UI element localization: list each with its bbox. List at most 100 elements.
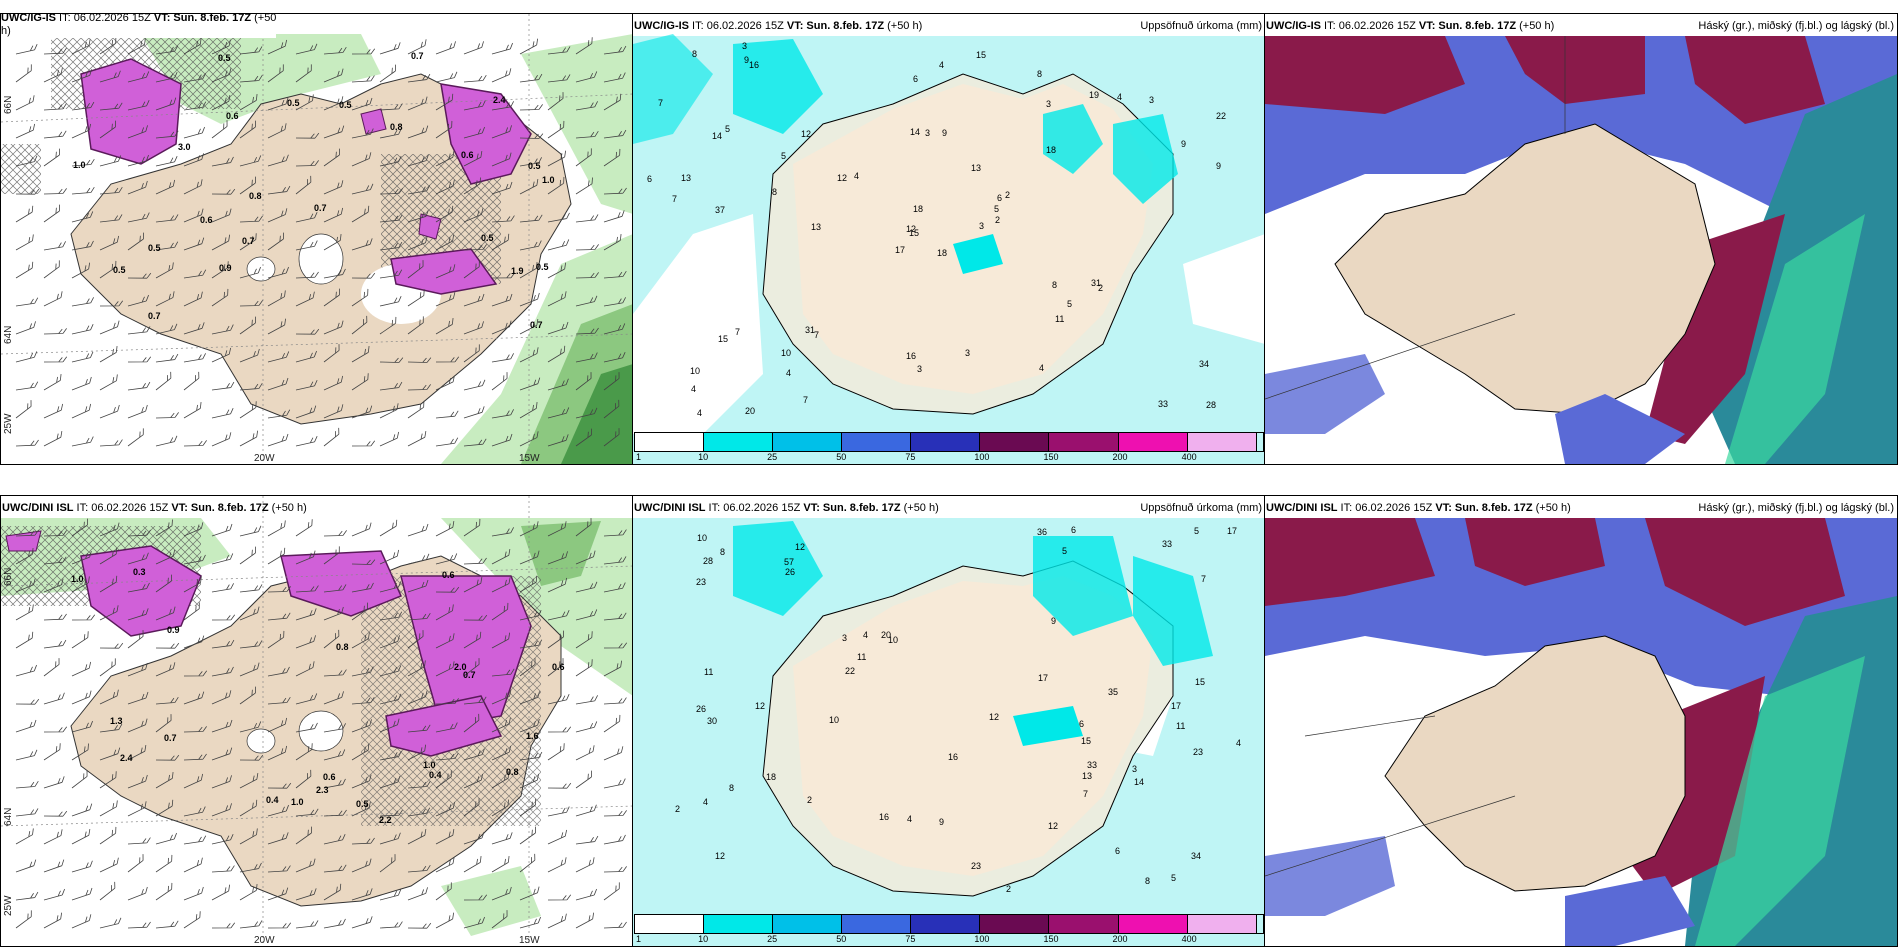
- wind-precip-value: 0.5: [113, 265, 126, 275]
- wind-barb: [71, 69, 92, 83]
- wind-barb: [295, 550, 316, 565]
- wind-barb: [211, 803, 232, 817]
- wind-barb: [547, 782, 572, 789]
- precip-value: 8: [729, 783, 734, 793]
- precip-value: 5: [1067, 299, 1072, 309]
- wind-barb: [127, 921, 151, 929]
- wind-barb: [239, 525, 262, 537]
- legend-swatch: [773, 915, 843, 933]
- wind-barb: [295, 519, 313, 537]
- wind-barb: [155, 519, 173, 537]
- wind-barb: [43, 204, 61, 223]
- wind-barb: [211, 39, 231, 55]
- wind-barb: [519, 639, 543, 649]
- wind-barb: [183, 670, 208, 677]
- precip-value: 3: [742, 41, 747, 51]
- wind-barb: [603, 72, 626, 83]
- wind-barb: [183, 857, 203, 873]
- precip-value: 23: [696, 577, 706, 587]
- wind-barb: [323, 207, 344, 223]
- wind-barb: [183, 440, 207, 447]
- wind-barb: [295, 43, 318, 55]
- wind-barb: [43, 658, 60, 677]
- wind-barb: [239, 662, 260, 677]
- wind-barb: [71, 803, 93, 817]
- wind-barb: [71, 186, 95, 195]
- precip-value: 6: [1115, 846, 1120, 856]
- wind-precip-value: 0.7: [242, 236, 255, 246]
- wind-barb: [519, 431, 539, 447]
- lat-label: 66N: [3, 96, 14, 114]
- wind-barb: [267, 696, 291, 705]
- wind-barb: [463, 658, 480, 677]
- wind-barb: [43, 67, 63, 83]
- wind-barb: [379, 241, 403, 251]
- wind-barb: [71, 631, 89, 649]
- precip-value-labels: 1814151067893316283722171820141374443225…: [647, 41, 1226, 418]
- wind-barb: [351, 183, 374, 195]
- wind-precip-value: 0.5: [481, 233, 494, 243]
- wind-precip-value: 0.3: [133, 567, 146, 577]
- wind-precip-value: 0.7: [148, 311, 161, 321]
- wind-precip-map-graphic: 20W 15W 66N 64N 25W 0.60.50.81.00.80.50.…: [1, 14, 633, 464]
- wind-barb: [379, 103, 403, 111]
- wind-precip-value: 0.7: [164, 733, 177, 743]
- precip-value: 18: [1046, 145, 1056, 155]
- wind-barb: [407, 260, 424, 279]
- precip-value: 28: [1206, 400, 1216, 410]
- legend-swatch: [842, 915, 912, 933]
- precip-value: 5: [725, 124, 730, 134]
- wind-barb: [407, 316, 424, 335]
- wind-barb: [211, 324, 234, 335]
- wind-barb: [71, 914, 92, 929]
- wind-precip-value: 0.6: [226, 111, 239, 121]
- wind-barb: [71, 351, 94, 363]
- wind-barb: [351, 888, 373, 901]
- precip-value: 17: [1038, 673, 1048, 683]
- wind-barb: [519, 178, 539, 195]
- wind-barb: [295, 608, 317, 621]
- wind-barb: [267, 154, 289, 167]
- wind-barb: [491, 832, 513, 845]
- wind-barb: [407, 125, 429, 139]
- wind-barb: [547, 693, 570, 705]
- lat-label: 64N: [3, 326, 14, 344]
- legend-swatch: [980, 915, 1050, 933]
- wind-barb: [323, 546, 340, 565]
- wind-barb: [323, 125, 345, 139]
- wind-barb: [435, 410, 459, 419]
- wind-precip-value: 1.0: [73, 160, 86, 170]
- wind-barb: [351, 48, 376, 55]
- wind-barb: [491, 771, 510, 789]
- wind-barb: [71, 211, 94, 223]
- legend-swatch: [842, 433, 912, 451]
- wind-barb: [547, 321, 569, 335]
- wind-barb: [15, 548, 34, 565]
- wind-barb: [547, 120, 565, 139]
- wind-barb: [435, 604, 454, 621]
- wind-barb: [463, 614, 488, 621]
- wind-barb: [463, 150, 483, 167]
- wind-barb: [379, 42, 401, 55]
- precip-value: 13: [811, 222, 821, 232]
- wind-barb: [71, 297, 94, 307]
- wind-barb: [183, 753, 207, 761]
- precip-value: 16: [879, 812, 889, 822]
- wind-barb: [435, 120, 453, 139]
- precip-map-graphic: 1511121210645322326283416151612201817332…: [633, 496, 1265, 897]
- wind-barb: [519, 318, 539, 335]
- wind-barb: [211, 690, 232, 705]
- wind-barb: [351, 128, 374, 139]
- wind-barb: [239, 430, 259, 447]
- wind-barb: [127, 428, 144, 447]
- wind-barb: [603, 810, 627, 817]
- legend-swatch: [1118, 433, 1188, 451]
- legend-swatch: [1187, 915, 1257, 933]
- precip-value: 9: [942, 128, 947, 138]
- wind-barb: [295, 350, 317, 363]
- wind-barb: [575, 148, 592, 167]
- wind-barb: [547, 743, 565, 761]
- wind-barb: [379, 809, 403, 817]
- precip-value: 14: [712, 131, 722, 141]
- wind-barb: [435, 356, 460, 363]
